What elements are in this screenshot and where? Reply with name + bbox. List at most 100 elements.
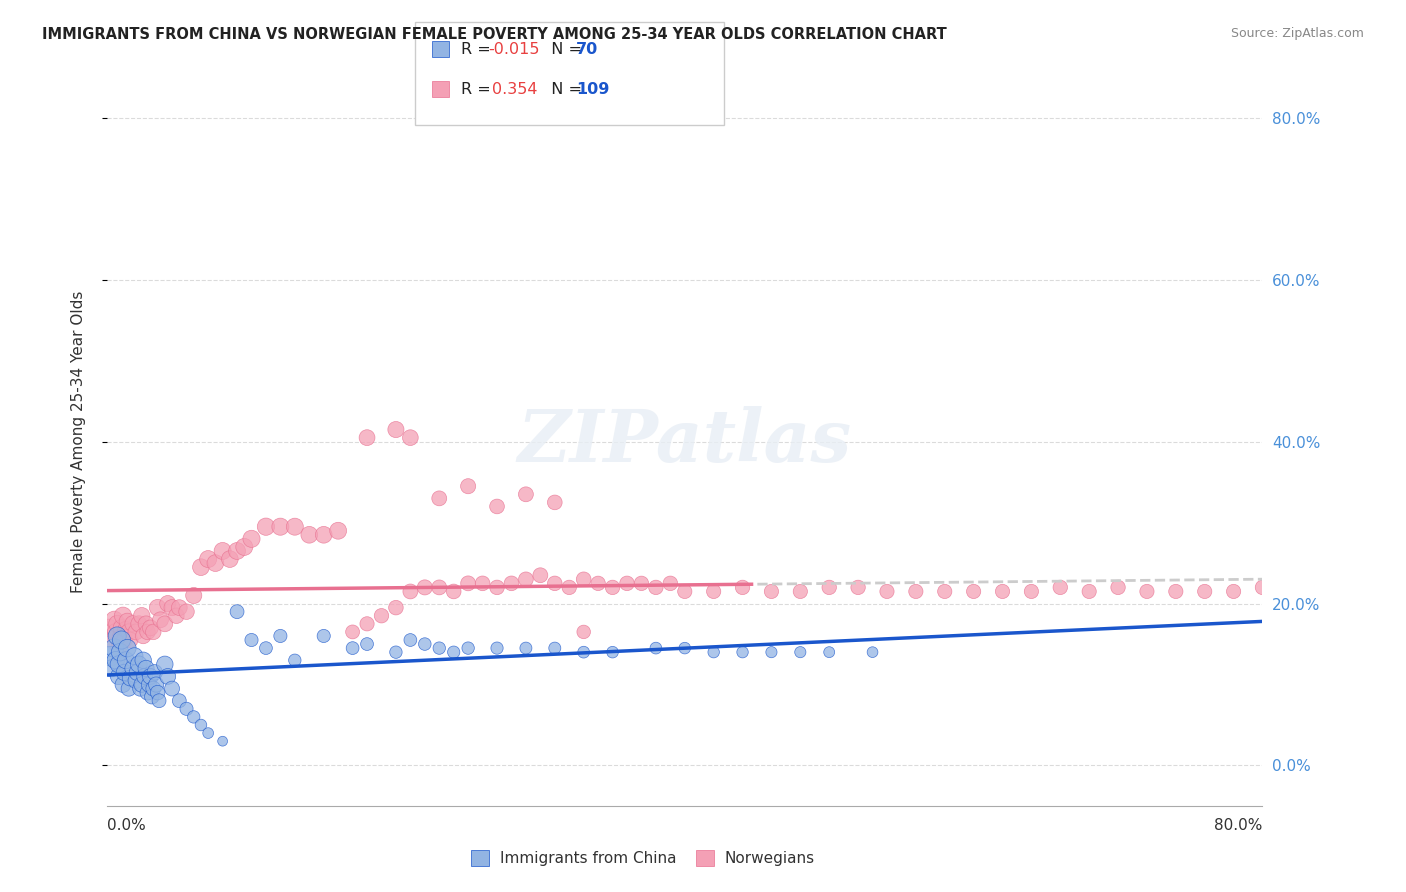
- Point: [572, 645, 595, 659]
- Point: [183, 589, 205, 603]
- Point: [112, 633, 135, 648]
- Point: [169, 694, 191, 708]
- Point: [132, 653, 155, 667]
- Point: [269, 629, 291, 643]
- Point: [558, 581, 581, 595]
- Point: [190, 560, 212, 574]
- Point: [761, 645, 783, 659]
- Point: [761, 584, 783, 599]
- Point: [399, 431, 422, 445]
- Point: [165, 608, 187, 623]
- Point: [160, 600, 183, 615]
- Point: [135, 661, 157, 675]
- Point: [218, 552, 240, 566]
- Point: [110, 633, 132, 648]
- Point: [103, 613, 125, 627]
- Point: [145, 677, 167, 691]
- Point: [342, 624, 364, 639]
- Point: [515, 572, 537, 586]
- Point: [211, 734, 233, 748]
- Point: [385, 423, 408, 437]
- Text: -0.015: -0.015: [489, 42, 540, 56]
- Point: [153, 616, 176, 631]
- Point: [176, 702, 198, 716]
- Point: [457, 641, 479, 656]
- Point: [100, 633, 122, 648]
- Point: [1339, 584, 1361, 599]
- Point: [127, 665, 149, 680]
- Point: [117, 641, 139, 656]
- Text: Source: ZipAtlas.com: Source: ZipAtlas.com: [1230, 27, 1364, 40]
- Point: [204, 556, 226, 570]
- Point: [673, 584, 696, 599]
- Point: [110, 621, 132, 635]
- Point: [673, 641, 696, 656]
- Point: [100, 661, 122, 675]
- Point: [818, 581, 841, 595]
- Point: [1222, 584, 1244, 599]
- Point: [120, 671, 142, 685]
- Point: [1136, 584, 1159, 599]
- Point: [134, 669, 156, 683]
- Point: [136, 624, 159, 639]
- Text: Norwegians: Norwegians: [725, 851, 815, 865]
- Point: [602, 581, 624, 595]
- Text: 80.0%: 80.0%: [1215, 818, 1263, 833]
- Point: [342, 641, 364, 656]
- Point: [443, 584, 465, 599]
- Point: [385, 600, 408, 615]
- Point: [630, 576, 652, 591]
- Point: [107, 657, 129, 672]
- Point: [197, 726, 219, 740]
- Point: [1279, 581, 1302, 595]
- Point: [131, 608, 153, 623]
- Point: [111, 677, 134, 691]
- Point: [139, 669, 162, 683]
- Point: [107, 641, 129, 656]
- Point: [356, 431, 378, 445]
- Point: [659, 576, 682, 591]
- Point: [108, 631, 131, 645]
- Point: [515, 641, 537, 656]
- Point: [169, 600, 191, 615]
- Point: [457, 576, 479, 591]
- Point: [160, 681, 183, 696]
- Point: [413, 581, 436, 595]
- Point: [586, 576, 609, 591]
- Point: [703, 584, 725, 599]
- Point: [197, 552, 219, 566]
- Point: [312, 629, 335, 643]
- Point: [703, 645, 725, 659]
- Point: [486, 500, 509, 514]
- Text: N =: N =: [541, 82, 586, 96]
- Point: [153, 657, 176, 672]
- Point: [731, 645, 754, 659]
- Point: [991, 584, 1014, 599]
- Point: [312, 528, 335, 542]
- Point: [148, 694, 170, 708]
- Point: [135, 616, 157, 631]
- Text: R =: R =: [461, 42, 495, 56]
- Point: [97, 621, 120, 635]
- Point: [183, 710, 205, 724]
- Point: [226, 605, 249, 619]
- Point: [486, 641, 509, 656]
- Point: [132, 629, 155, 643]
- Point: [103, 641, 125, 656]
- Point: [818, 645, 841, 659]
- Point: [501, 576, 523, 591]
- Point: [111, 608, 134, 623]
- Text: 0.0%: 0.0%: [107, 818, 146, 833]
- Point: [370, 608, 392, 623]
- Point: [146, 600, 169, 615]
- Point: [962, 584, 984, 599]
- Point: [142, 624, 165, 639]
- Point: [471, 576, 494, 591]
- Point: [254, 519, 277, 533]
- Point: [122, 616, 145, 631]
- Point: [457, 479, 479, 493]
- Point: [118, 681, 141, 696]
- Point: [104, 653, 127, 667]
- Point: [1164, 584, 1187, 599]
- Point: [128, 616, 150, 631]
